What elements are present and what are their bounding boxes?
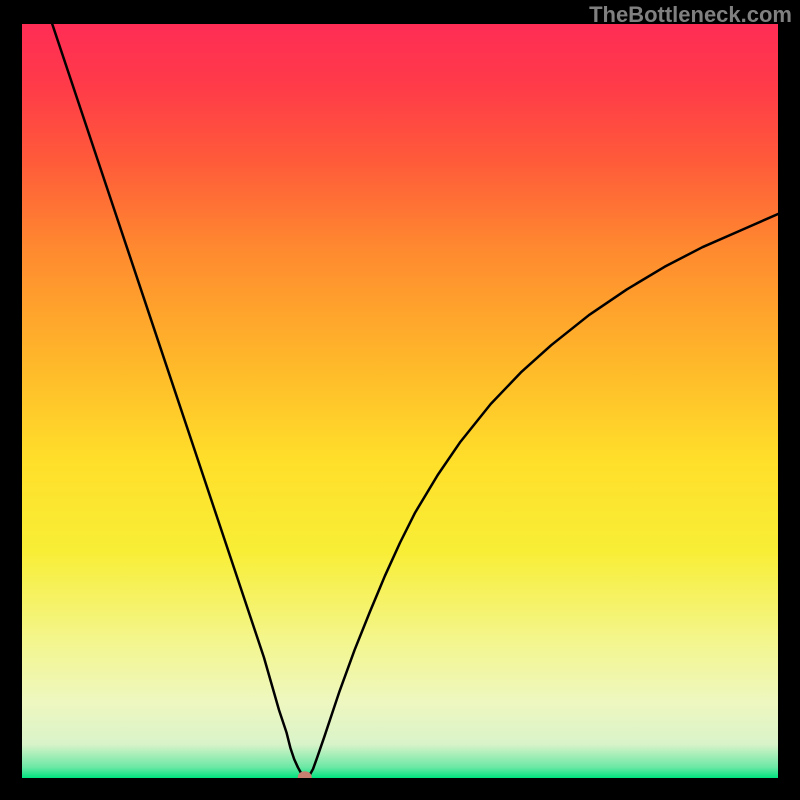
gradient-background bbox=[22, 24, 778, 778]
plot-area bbox=[22, 24, 778, 778]
chart-container: TheBottleneck.com bbox=[0, 0, 800, 800]
chart-svg bbox=[22, 24, 778, 778]
